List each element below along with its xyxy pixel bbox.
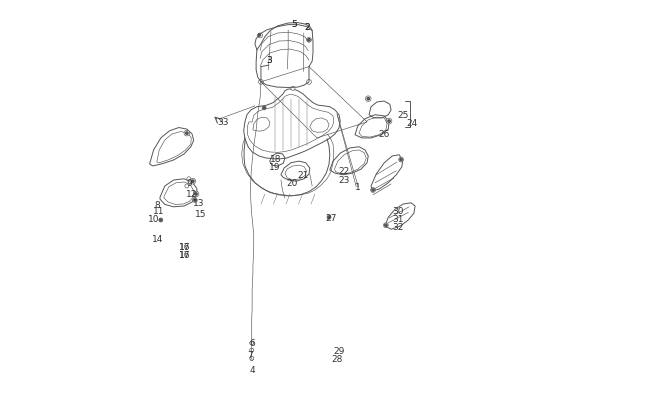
- Circle shape: [386, 119, 392, 125]
- Text: 9: 9: [187, 179, 192, 188]
- Circle shape: [372, 189, 374, 192]
- Circle shape: [190, 179, 196, 185]
- Circle shape: [193, 192, 199, 197]
- Text: 21: 21: [297, 171, 309, 180]
- Circle shape: [365, 97, 371, 102]
- Text: 17: 17: [179, 251, 190, 260]
- Circle shape: [250, 341, 254, 345]
- Circle shape: [184, 131, 190, 136]
- Text: 26: 26: [378, 129, 390, 138]
- Circle shape: [160, 219, 162, 222]
- Text: 8: 8: [155, 200, 161, 209]
- Circle shape: [263, 107, 265, 110]
- Text: 25: 25: [397, 111, 409, 120]
- Circle shape: [187, 177, 191, 181]
- Circle shape: [259, 80, 263, 85]
- Text: 10: 10: [148, 215, 159, 224]
- Text: 32: 32: [392, 223, 404, 232]
- Circle shape: [398, 158, 404, 162]
- Text: 11: 11: [153, 206, 164, 215]
- Text: 3: 3: [266, 56, 272, 65]
- Text: 5: 5: [291, 20, 297, 29]
- Circle shape: [385, 224, 387, 227]
- Text: 15: 15: [195, 209, 207, 218]
- Text: 17: 17: [179, 242, 190, 251]
- Circle shape: [400, 159, 402, 161]
- Text: 14: 14: [152, 234, 163, 243]
- Text: 22: 22: [339, 167, 350, 176]
- Text: 27: 27: [325, 213, 337, 222]
- Text: 20: 20: [287, 179, 298, 188]
- Circle shape: [250, 342, 253, 344]
- Circle shape: [262, 107, 266, 111]
- Text: 19: 19: [269, 163, 280, 172]
- Text: 13: 13: [193, 198, 205, 207]
- Text: 31: 31: [392, 215, 404, 224]
- Circle shape: [388, 121, 390, 123]
- Circle shape: [250, 349, 253, 352]
- Circle shape: [250, 348, 254, 352]
- Text: 5: 5: [291, 20, 297, 29]
- Circle shape: [186, 132, 188, 135]
- Circle shape: [194, 199, 196, 202]
- Text: 29: 29: [333, 347, 344, 356]
- Text: 7: 7: [248, 351, 254, 360]
- Text: 23: 23: [339, 176, 350, 185]
- Circle shape: [328, 217, 330, 219]
- Circle shape: [327, 216, 331, 220]
- Circle shape: [185, 185, 189, 188]
- Circle shape: [258, 35, 261, 37]
- Text: 12: 12: [187, 189, 198, 198]
- Text: 2: 2: [304, 23, 310, 32]
- Circle shape: [308, 40, 310, 42]
- Circle shape: [195, 193, 197, 196]
- Text: 33: 33: [217, 118, 229, 127]
- Circle shape: [384, 223, 388, 228]
- Text: 16: 16: [179, 251, 190, 260]
- Circle shape: [307, 38, 311, 43]
- Text: 3: 3: [266, 56, 272, 65]
- Circle shape: [291, 87, 295, 91]
- Circle shape: [250, 356, 254, 360]
- Circle shape: [370, 188, 376, 193]
- Circle shape: [307, 80, 311, 85]
- Text: 24: 24: [407, 119, 418, 128]
- Circle shape: [192, 198, 197, 203]
- Text: 28: 28: [332, 355, 343, 364]
- Circle shape: [250, 358, 253, 360]
- Circle shape: [258, 34, 263, 39]
- Text: 6: 6: [249, 339, 255, 347]
- Circle shape: [192, 181, 194, 183]
- Text: 18: 18: [270, 155, 282, 164]
- Text: 1: 1: [356, 183, 361, 192]
- Text: 2: 2: [304, 23, 310, 32]
- Text: 16: 16: [179, 242, 190, 251]
- Circle shape: [367, 98, 369, 100]
- Circle shape: [159, 218, 162, 222]
- Text: 4: 4: [250, 365, 255, 374]
- Text: 30: 30: [392, 207, 404, 216]
